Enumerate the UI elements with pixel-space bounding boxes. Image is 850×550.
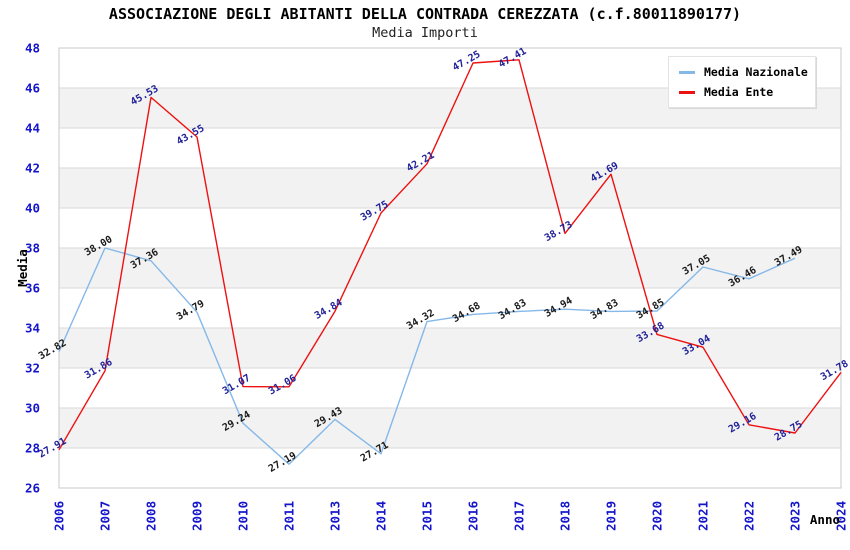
y-tick-label: 44 (25, 121, 40, 136)
y-tick-label: 48 (25, 41, 40, 56)
x-tick-label: 2019 (604, 501, 619, 531)
y-tick-label: 42 (25, 161, 40, 176)
point-label: 34.83 (589, 297, 621, 322)
x-tick-label: 2018 (558, 501, 573, 531)
x-tick-label: 2022 (742, 501, 757, 531)
y-tick-label: 30 (25, 401, 40, 416)
y-tick-label: 26 (25, 481, 40, 496)
x-tick-label: 2016 (466, 501, 481, 531)
plot-border (58, 47, 842, 489)
plot-stripe (59, 408, 841, 448)
x-tick-label: 2021 (696, 501, 711, 531)
x-tick-label: 2023 (788, 501, 803, 531)
y-tick-label: 46 (25, 81, 40, 96)
series-line-media-nazionale (58, 247, 796, 465)
x-tick-label: 2017 (512, 501, 527, 531)
point-label: 47.25 (451, 49, 483, 74)
y-tick-label: 28 (25, 441, 40, 456)
series-line-media-ente (58, 59, 842, 451)
legend: Media Nazionale Media Ente (668, 56, 816, 108)
legend-swatch-media-ente (679, 90, 695, 94)
y-tick-label: 32 (25, 361, 40, 376)
point-label: 34.84 (313, 297, 345, 322)
chart-title: ASSOCIAZIONE DEGLI ABITANTI DELLA CONTRA… (108, 5, 742, 23)
plot-stripe (59, 328, 841, 368)
x-tick-label: 2008 (144, 501, 159, 531)
x-axis-title: Anno (810, 512, 840, 527)
point-label: 34.68 (451, 300, 483, 325)
x-tick-label: 2013 (328, 501, 343, 531)
point-label: 38.73 (543, 219, 575, 244)
x-tick-label: 2010 (236, 501, 251, 531)
x-tick-label: 2015 (420, 501, 435, 531)
point-label: 34.94 (543, 295, 575, 320)
y-tick-label: 34 (25, 321, 40, 336)
legend-label: Media Nazionale (704, 65, 808, 79)
x-tick-label: 2011 (282, 501, 297, 531)
legend-item-media-nazionale: Media Nazionale (669, 62, 815, 82)
point-label: 34.79 (175, 298, 207, 323)
plot-stripe (59, 168, 841, 208)
point-label: 47.41 (497, 46, 529, 71)
legend-swatch-media-nazionale (679, 70, 695, 74)
plot-stripe (59, 248, 841, 288)
point-label: 31.06 (267, 373, 299, 398)
point-label: 27.19 (267, 450, 299, 475)
x-tick-label: 2014 (374, 501, 389, 531)
point-label: 34.83 (497, 297, 529, 322)
y-tick-label: 40 (25, 201, 40, 216)
point-label: 34.85 (635, 297, 667, 322)
x-tick-label: 2007 (98, 501, 113, 531)
legend-item-media-ente: Media Ente (669, 82, 815, 102)
x-tick-label: 2020 (650, 501, 665, 531)
y-axis-title: Media (15, 249, 30, 287)
x-tick-label: 2024 (834, 501, 849, 531)
x-tick-label: 2006 (52, 501, 67, 531)
point-label: 31.07 (221, 373, 253, 398)
legend-label: Media Ente (704, 85, 774, 99)
y-tick-label: 38 (25, 241, 40, 256)
y-tick-label: 36 (25, 281, 40, 296)
x-tick-label: 2009 (190, 501, 205, 531)
chart-subtitle: Media Importi (372, 25, 478, 41)
